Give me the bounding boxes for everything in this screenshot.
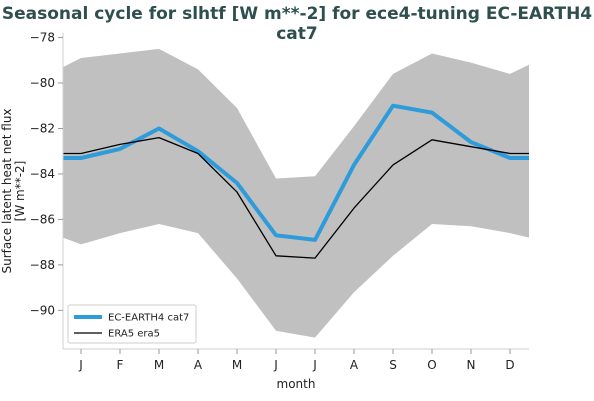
y-axis-label-line: Surface latent heat net flux xyxy=(0,108,14,273)
y-axis-label-line: [W m**-2] xyxy=(13,161,27,222)
y-tick-label: −86 xyxy=(30,212,55,226)
x-tick-label: O xyxy=(427,358,436,372)
x-tick-label: F xyxy=(117,358,124,372)
y-tick-label: −84 xyxy=(30,167,55,181)
x-axis-label: month xyxy=(277,377,316,391)
chart-title: Seasonal cycle for slhtf [W m**-2] for e… xyxy=(1,4,593,44)
y-tick-label: −82 xyxy=(30,121,55,135)
spread-band xyxy=(63,48,529,338)
x-tick-label: J xyxy=(78,358,83,372)
x-tick-label: D xyxy=(505,358,514,372)
series-layer xyxy=(63,103,529,259)
legend-label-2: ERA5 era5 xyxy=(108,329,160,340)
x-tick-label: M xyxy=(154,358,164,372)
x-tick-label: A xyxy=(194,358,203,372)
y-tick-label: −90 xyxy=(30,303,55,317)
x-tick-label: N xyxy=(467,358,476,372)
spread-band-layer xyxy=(63,48,529,338)
x-tick-label: A xyxy=(350,358,359,372)
y-axis-label: Surface latent heat net flux[W m**-2] xyxy=(0,108,27,273)
y-tick-label: −80 xyxy=(30,76,55,90)
series-line-1 xyxy=(63,103,529,242)
series-line-2 xyxy=(63,136,529,259)
y-tick-label: −78 xyxy=(30,31,55,45)
legend: EC-EARTH4 cat7 ERA5 era5 xyxy=(67,304,197,344)
legend-label-1: EC-EARTH4 cat7 xyxy=(108,313,189,324)
y-tick-label: −88 xyxy=(30,258,55,272)
x-tick-label: M xyxy=(232,358,242,372)
x-tick-label: J xyxy=(273,358,278,372)
x-tick-label: J xyxy=(312,358,317,372)
x-tick-label: S xyxy=(389,358,397,372)
